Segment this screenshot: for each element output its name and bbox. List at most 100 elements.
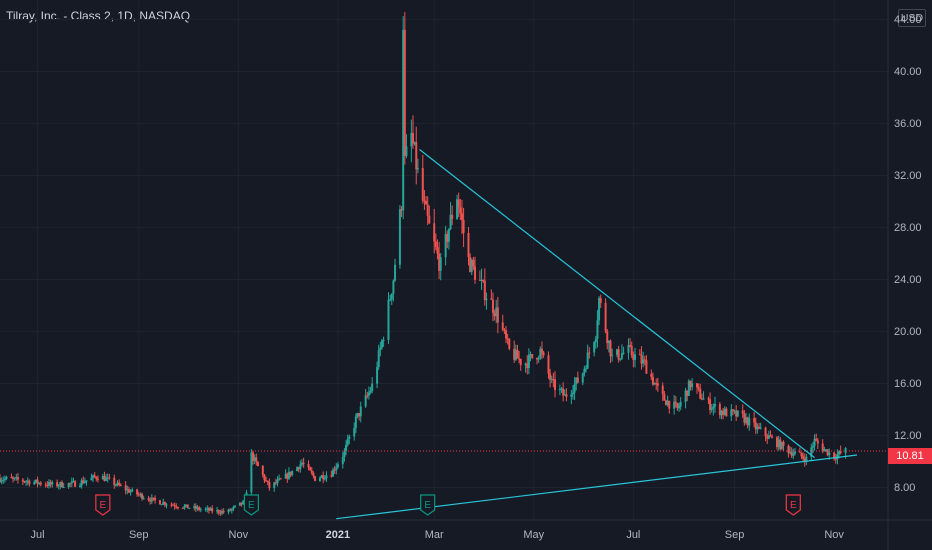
candle-body (154, 497, 157, 501)
candle-body (607, 340, 610, 344)
candle-body (274, 482, 277, 484)
candle-body (127, 489, 130, 493)
candle-body (172, 504, 175, 506)
candle-body (700, 398, 703, 400)
candle-body (629, 344, 632, 347)
candle-body (183, 505, 186, 509)
currency-button[interactable]: USD (898, 9, 926, 27)
candle-body (549, 373, 552, 381)
candle-body (684, 390, 687, 402)
candle-body (617, 349, 620, 360)
candle-body (173, 505, 176, 507)
candle-body (542, 352, 545, 356)
candle-body (253, 457, 256, 461)
candle-body (650, 373, 653, 377)
candle-body (679, 401, 682, 407)
candle-body (821, 443, 824, 452)
candle-body (175, 506, 178, 508)
candle-body (265, 480, 268, 482)
candle-body (47, 482, 50, 486)
candle-body (242, 500, 245, 505)
candle-body (389, 299, 392, 301)
candles (0, 12, 847, 516)
candle-body (537, 357, 540, 360)
candle-body (619, 358, 622, 360)
candle-body (26, 480, 29, 482)
candle-body (318, 477, 321, 481)
earnings-marker[interactable]: E (95, 494, 111, 516)
candle-body (95, 477, 98, 479)
candle-body (596, 320, 599, 339)
earnings-marker[interactable]: E (785, 494, 801, 516)
candle-body (56, 482, 59, 487)
y-tick-label: 24.00 (894, 273, 922, 286)
candle-body (780, 441, 783, 449)
candle-body (348, 436, 351, 439)
candle-body (61, 482, 64, 488)
candle-body (508, 338, 511, 349)
candle-body (472, 259, 475, 267)
candle-body (712, 406, 715, 409)
candle-body (702, 398, 705, 400)
candle-body (219, 512, 222, 514)
candle-body (550, 379, 553, 381)
candle-body (366, 395, 369, 397)
candle-body (622, 352, 625, 354)
candle-body (333, 469, 336, 471)
candle-body (518, 358, 521, 360)
candle-body (106, 477, 109, 479)
candle-body (238, 502, 241, 506)
candle-body (193, 506, 196, 508)
earnings-marker[interactable]: E (243, 494, 259, 516)
candle-body (170, 504, 173, 506)
candle-body (142, 498, 145, 500)
candle-body (571, 392, 574, 395)
earnings-marker[interactable]: E (420, 494, 436, 516)
candle-body (423, 200, 426, 202)
candle-body (186, 504, 189, 509)
candle-body (789, 451, 792, 453)
candle-body (483, 280, 486, 301)
candle-body (299, 464, 302, 470)
candle-body (116, 482, 119, 485)
candle-body (562, 388, 565, 396)
candle-body (673, 401, 676, 409)
candle-body (158, 500, 161, 505)
candle-body (36, 479, 39, 484)
candle-body (433, 223, 436, 242)
candle-body (261, 466, 264, 475)
candle-body (353, 427, 356, 437)
candle-body (527, 354, 530, 369)
candle-body (413, 142, 416, 144)
candle-body (38, 482, 41, 484)
candle-body (767, 435, 770, 439)
candle-body (129, 491, 132, 493)
candle-body (425, 200, 428, 205)
candle-body (753, 418, 756, 423)
candle-body (570, 394, 573, 397)
candle-body (529, 354, 532, 356)
candle-body (160, 504, 163, 506)
candle-body (630, 346, 633, 356)
candle-body (44, 484, 47, 486)
candle-body (209, 508, 212, 511)
candle-body (421, 168, 424, 201)
candle-body (354, 416, 357, 428)
candle-body (252, 452, 255, 461)
candle-body (403, 29, 406, 156)
candle-body (34, 479, 37, 482)
candle-body (13, 477, 16, 479)
candle-body (165, 504, 168, 506)
candle-body (367, 392, 370, 396)
candle-body (480, 280, 483, 282)
candle-body (124, 485, 127, 491)
candle-body (217, 510, 220, 513)
candle-body (759, 427, 762, 429)
y-tick-label: 8.00 (894, 481, 916, 494)
candle-body (496, 307, 499, 323)
candle-body (416, 168, 419, 170)
candle-body (390, 293, 393, 300)
candle-body (736, 410, 739, 417)
